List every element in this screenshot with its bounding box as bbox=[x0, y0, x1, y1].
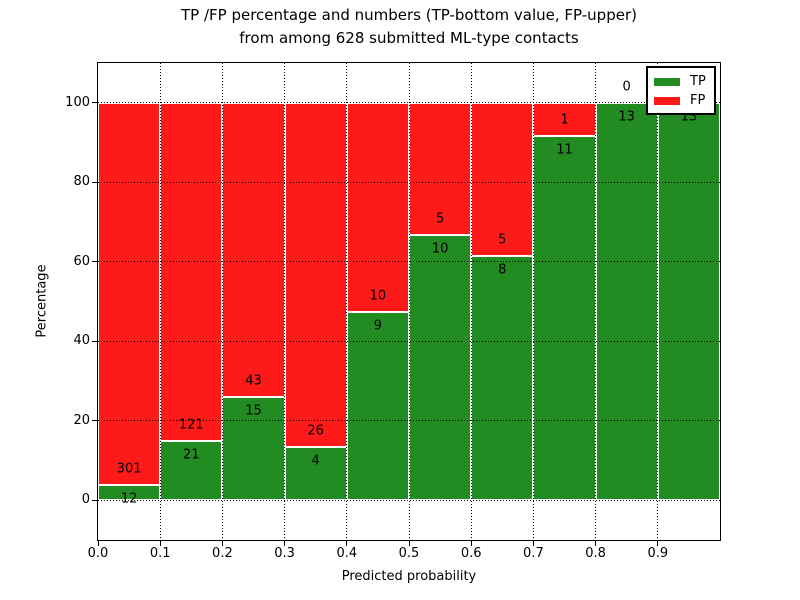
legend-label-fp: FP bbox=[690, 93, 706, 108]
bar-segment-tp bbox=[284, 447, 347, 501]
grid-line-x bbox=[159, 63, 161, 540]
bar-count-label-tp: 9 bbox=[373, 318, 383, 334]
y-axis-label: Percentage bbox=[34, 264, 50, 338]
chart-title-line1: TP /FP percentage and numbers (TP-bottom… bbox=[181, 6, 637, 24]
grid-line-x bbox=[284, 63, 286, 540]
bar-segment-fp bbox=[346, 102, 409, 312]
y-tick-label: 40 bbox=[73, 333, 90, 349]
chart-title-line2: from among 628 submitted ML-type contact… bbox=[239, 29, 579, 47]
bar-segment-fp bbox=[222, 102, 285, 398]
x-tick bbox=[595, 541, 597, 546]
grid-line-x bbox=[408, 63, 410, 540]
y-tick bbox=[92, 102, 97, 104]
x-tick bbox=[408, 541, 410, 546]
bar-count-label-tp: 13 bbox=[618, 109, 635, 125]
bar-count-label-fp: 5 bbox=[435, 211, 445, 227]
y-tick bbox=[92, 499, 97, 501]
bar-count-label-tp: 11 bbox=[556, 142, 573, 158]
bar-count-label-tp: 10 bbox=[431, 241, 449, 257]
bar-segment-tp bbox=[595, 102, 658, 501]
y-tick bbox=[92, 181, 97, 183]
bar-segment-tp bbox=[471, 255, 534, 501]
x-tick bbox=[159, 541, 161, 546]
grid-line-x bbox=[657, 63, 659, 540]
bar-count-label-fp: 301 bbox=[116, 461, 142, 477]
x-tick-label: 0.6 bbox=[460, 546, 482, 561]
bar-segment-fp bbox=[284, 102, 347, 448]
bar-segment-fp bbox=[471, 102, 534, 256]
bar-segment-tp bbox=[409, 235, 472, 501]
legend-item-tp: TP bbox=[654, 72, 714, 91]
x-tick-label: 0.9 bbox=[647, 546, 669, 561]
bar-count-label-fp: 1 bbox=[560, 112, 569, 128]
bar-count-label-fp: 0 bbox=[622, 79, 631, 95]
tp-color-swatch bbox=[654, 77, 680, 86]
bar-segment-tp bbox=[160, 441, 223, 501]
bar-count-label-fp: 26 bbox=[307, 423, 324, 439]
x-tick bbox=[346, 541, 348, 546]
y-tick bbox=[92, 340, 97, 342]
bar-segment-fp bbox=[160, 102, 223, 442]
legend: TP FP bbox=[646, 66, 716, 115]
bar-segment-tp bbox=[98, 485, 161, 501]
grid-line-x bbox=[470, 63, 472, 540]
x-tick bbox=[657, 541, 659, 546]
plot-area: 3011212121431526410951058111013013 bbox=[97, 62, 721, 541]
bar-segment-tp bbox=[222, 397, 285, 501]
y-tick bbox=[92, 420, 97, 422]
chart-title: TP /FP percentage and numbers (TP-bottom… bbox=[98, 4, 720, 50]
x-axis-label: Predicted probability bbox=[341, 569, 477, 584]
x-tick-label: 0.3 bbox=[274, 546, 295, 561]
bar-count-label-fp: 5 bbox=[498, 232, 507, 248]
x-tick-label: 0.1 bbox=[149, 546, 171, 561]
grid-line-x bbox=[221, 63, 223, 540]
x-tick-label: 0.0 bbox=[87, 546, 109, 561]
bar-count-label-fp: 43 bbox=[245, 373, 262, 389]
x-tick-label: 0.2 bbox=[212, 546, 233, 561]
bar-segment-tp bbox=[533, 135, 596, 501]
bar-count-label-tp: 21 bbox=[183, 447, 200, 463]
grid-line-x bbox=[346, 63, 348, 540]
y-tick bbox=[92, 261, 97, 263]
bar-count-label-fp: 121 bbox=[178, 417, 204, 433]
bar-segment-fp bbox=[409, 102, 472, 236]
x-tick-label: 0.8 bbox=[585, 546, 606, 561]
y-tick-label: 100 bbox=[65, 94, 90, 110]
bar-count-label-fp: 10 bbox=[369, 288, 387, 304]
x-tick bbox=[532, 541, 534, 546]
x-tick bbox=[470, 541, 472, 546]
bar-count-label-tp: 4 bbox=[311, 453, 320, 469]
legend-item-fp: FP bbox=[654, 91, 714, 110]
bar-count-label-tp: 15 bbox=[245, 403, 262, 419]
grid-line-x bbox=[595, 63, 597, 540]
x-tick-label: 0.5 bbox=[398, 546, 420, 561]
y-tick-label: 60 bbox=[73, 253, 90, 269]
bar-segment-tp bbox=[346, 311, 409, 501]
bar-count-label-tp: 12 bbox=[120, 491, 138, 507]
legend-label-tp: TP bbox=[690, 74, 706, 89]
x-tick bbox=[97, 541, 99, 546]
grid-line-x bbox=[532, 63, 534, 540]
x-tick-label: 0.4 bbox=[336, 546, 358, 561]
bar-segment-fp bbox=[98, 102, 161, 485]
bar-segment-fp bbox=[533, 102, 596, 136]
bar-segment-tp bbox=[657, 102, 720, 501]
x-tick bbox=[284, 541, 286, 546]
bar-count-label-tp: 8 bbox=[498, 262, 507, 278]
y-tick-label: 80 bbox=[73, 174, 90, 190]
x-tick bbox=[221, 541, 223, 546]
y-tick-label: 20 bbox=[73, 412, 90, 428]
y-tick-label: 0 bbox=[81, 492, 90, 508]
fp-color-swatch bbox=[654, 96, 680, 105]
x-tick-label: 0.7 bbox=[523, 546, 544, 561]
